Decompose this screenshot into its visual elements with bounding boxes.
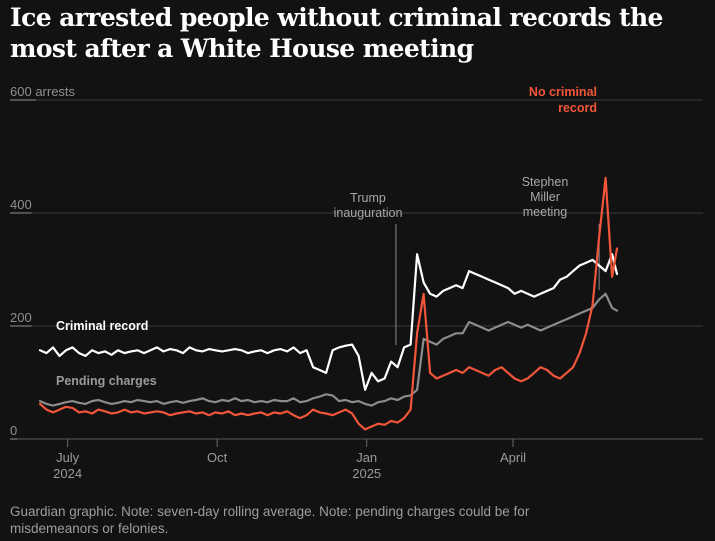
series-line-no-criminal-record xyxy=(38,176,619,431)
y-axis: 0 200 400 600 arrests xyxy=(10,84,76,440)
chart-title: Ice arrested people without criminal rec… xyxy=(10,3,663,63)
series-lines xyxy=(38,176,619,431)
x-tick-sublabel: 2024 xyxy=(53,466,82,481)
series-label-no-criminal-record: No criminal xyxy=(529,85,597,99)
x-tick-label: April xyxy=(500,450,526,465)
series-label-pending-charges: Pending charges xyxy=(56,374,157,388)
annotation-text-trump: Trump xyxy=(350,191,386,205)
x-tick-label: Oct xyxy=(207,450,228,465)
series-labels: Criminal record Pending charges No crimina… xyxy=(56,85,597,388)
y-tick-label: 200 xyxy=(10,310,32,325)
y-tick-label: 600 arrests xyxy=(10,84,76,99)
x-tick-label: July xyxy=(56,450,80,465)
y-tick-label: 400 xyxy=(10,197,32,212)
series-label-no-criminal-record: record xyxy=(558,101,597,115)
y-tick-label: 0 xyxy=(10,423,17,438)
series-label-criminal-record: Criminal record xyxy=(56,319,148,333)
series-line-criminal-record xyxy=(38,253,619,391)
x-tick-label: Jan xyxy=(356,450,377,465)
annotation-text-miller: Miller xyxy=(530,190,560,204)
series-line-pending-charges xyxy=(38,292,619,407)
x-tick-sublabel: 2025 xyxy=(352,466,381,481)
annotation-text-miller: meeting xyxy=(523,205,568,219)
annotation-text-trump: inauguration xyxy=(334,206,403,220)
annotation-text-miller: Stephen xyxy=(522,175,569,189)
source-note: Guardian graphic. Note: seven-day rollin… xyxy=(10,504,530,536)
